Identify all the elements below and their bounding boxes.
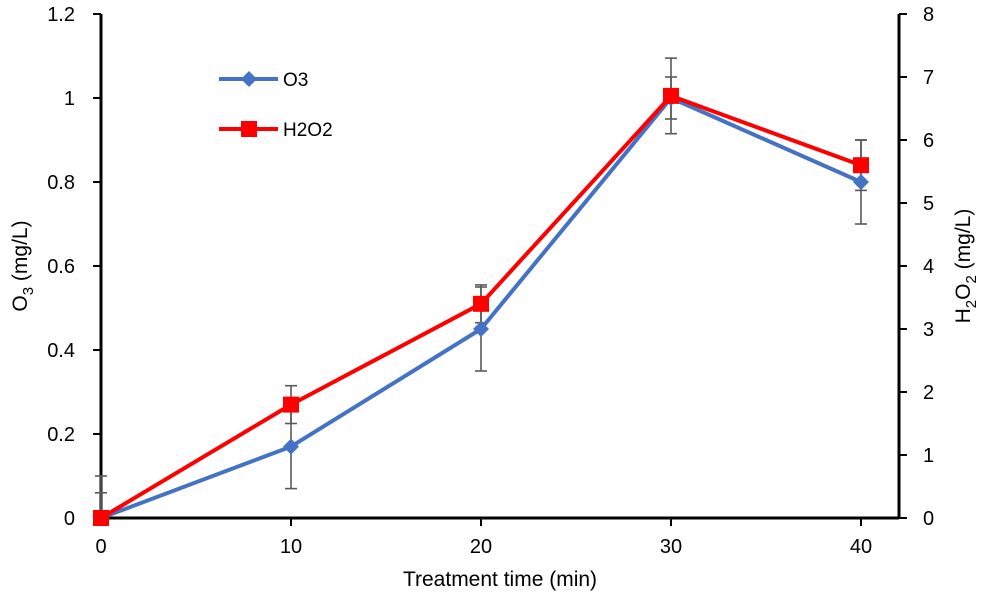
data-point-h2o2 bbox=[663, 87, 679, 104]
data-point-o3 bbox=[473, 321, 489, 337]
x-tick-label: 40 bbox=[850, 536, 872, 558]
y-left-tick-label: 1 bbox=[64, 88, 75, 110]
x-tick-label: 30 bbox=[660, 536, 682, 558]
y-axis-right-title: H2O2 (mg/L) bbox=[952, 209, 980, 324]
y-right-tick-label: 2 bbox=[923, 382, 934, 404]
data-point-h2o2 bbox=[853, 157, 869, 174]
y-right-tick-label: 5 bbox=[923, 193, 934, 215]
axes-layer: 0 10 20 30 40 0 0.2 0.4 0.6 0.8 1 1.2 0 1 2 3 4 5 6 7 8 bbox=[47, 4, 934, 558]
y-left-tick-label: 0.8 bbox=[47, 172, 75, 194]
data-point-o3 bbox=[853, 174, 869, 190]
y-left-tick-label: 0.4 bbox=[47, 340, 75, 362]
y-right-tick-label: 0 bbox=[923, 508, 934, 530]
x-tick-label: 0 bbox=[95, 536, 106, 558]
x-tick-label: 20 bbox=[470, 536, 492, 558]
y-right-tick-label: 8 bbox=[923, 4, 934, 26]
x-tick-label: 10 bbox=[280, 536, 302, 558]
y-left-tick-label: 0.2 bbox=[47, 424, 75, 446]
y-right-tick-label: 7 bbox=[923, 67, 934, 89]
legend-marker-h2o2 bbox=[241, 121, 257, 137]
legend: O3 H2O2 bbox=[219, 70, 333, 141]
data-point-h2o2 bbox=[473, 295, 489, 312]
series-layer bbox=[93, 87, 869, 526]
legend-marker-o3 bbox=[241, 71, 257, 87]
y-right-tick-label: 3 bbox=[923, 319, 934, 341]
y-left-tick-label: 1.2 bbox=[47, 4, 75, 26]
y-right-tick-label: 1 bbox=[923, 445, 934, 467]
data-point-h2o2 bbox=[283, 396, 299, 413]
data-point-h2o2 bbox=[93, 510, 109, 526]
legend-label-h2o2: H2O2 bbox=[283, 120, 333, 141]
y-right-tick-label: 4 bbox=[923, 256, 934, 278]
y-right-tick-label: 6 bbox=[923, 130, 934, 152]
y-left-tick-label: 0 bbox=[64, 508, 75, 530]
x-axis-title: Treatment time (min) bbox=[403, 568, 597, 591]
data-point-o3 bbox=[283, 438, 299, 455]
y-left-tick-label: 0.6 bbox=[47, 256, 75, 278]
y-axis-left-title: O3 (mg/L) bbox=[9, 220, 37, 311]
legend-label-o3: O3 bbox=[283, 70, 308, 91]
